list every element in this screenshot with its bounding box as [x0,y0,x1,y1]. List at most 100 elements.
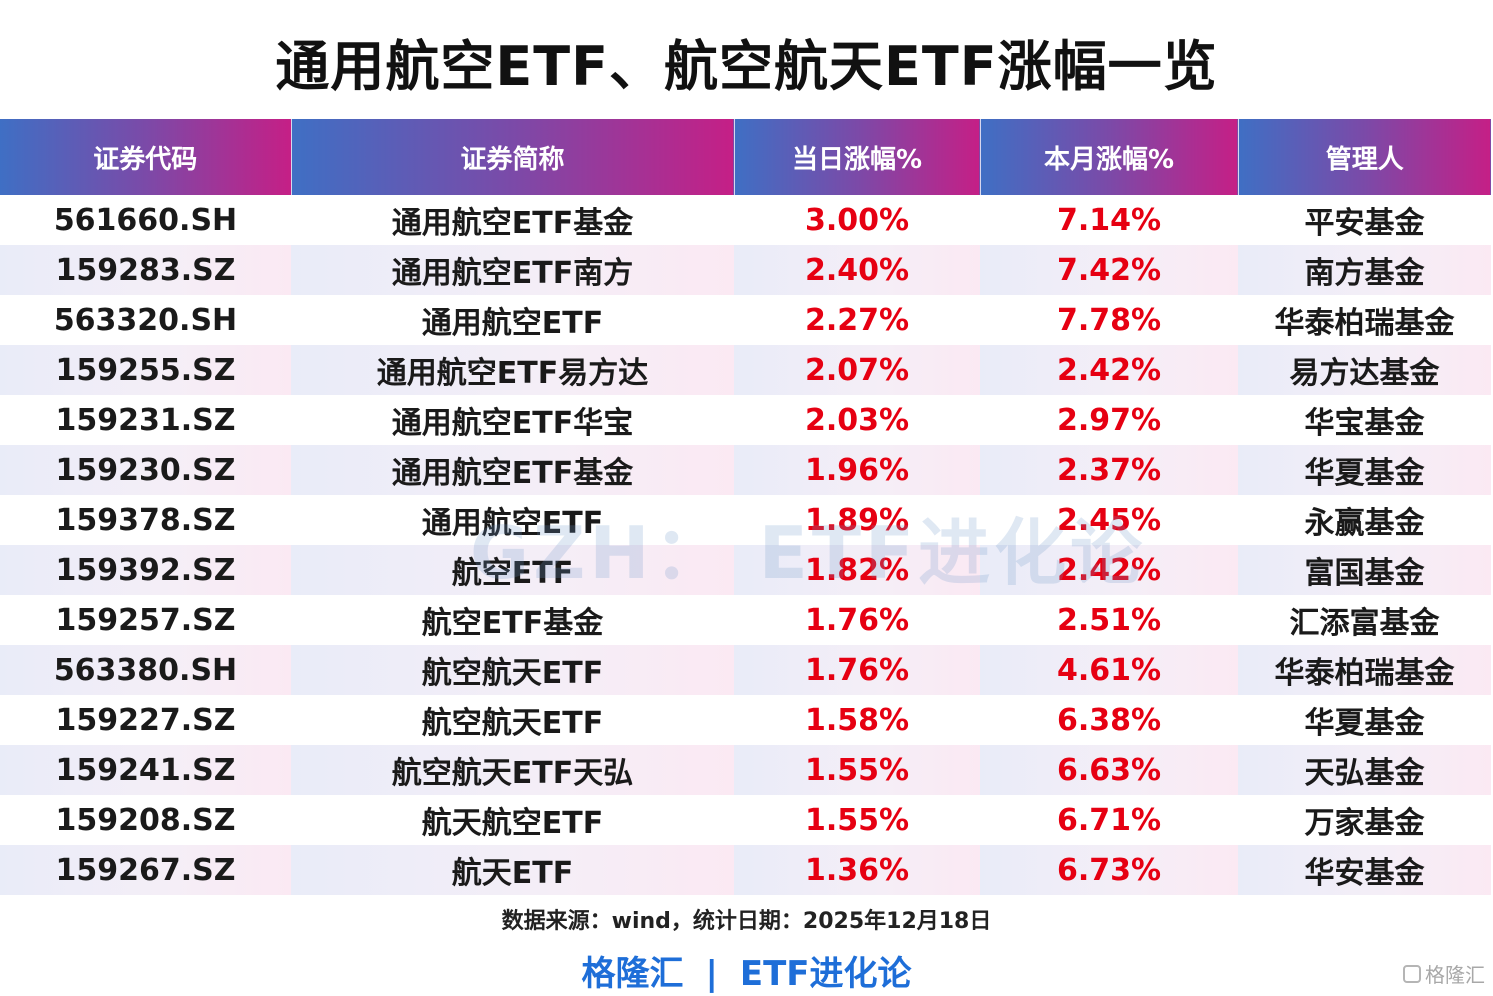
cell-name: 航空ETF基金 [421,606,604,641]
table-row: 159227.SZ 航空航天ETF 1.58% 6.38% 华夏基金 [0,695,1491,745]
cell-code: 159241.SZ [0,745,291,795]
header-code: 证券代码 [0,119,291,195]
cell-manager: 华泰柏瑞基金 [1238,645,1491,695]
cell-day-change: 1.55% [734,745,980,795]
cell-code: 159378.SZ [55,502,236,538]
cell-name: 航空航天ETF天弘 [291,745,734,795]
cell-name: 航天ETF [291,845,734,895]
cell-day-change: 2.03% [804,402,910,438]
cell-manager: 万家基金 [1304,806,1425,841]
cell-month-change: 2.42% [980,545,1238,595]
table-row: 563380.SH 航空航天ETF 1.76% 4.61% 华泰柏瑞基金 [0,645,1491,695]
cell-day-change: 2.40% [734,245,980,295]
cell-month-change: 4.61% [980,645,1238,695]
table-row: 159241.SZ 航空航天ETF天弘 1.55% 6.63% 天弘基金 [0,745,1491,795]
header-manager: 管理人 [1237,119,1491,195]
cell-code: 159230.SZ [0,445,291,495]
cell-manager: 天弘基金 [1238,745,1491,795]
table-row: 159255.SZ 通用航空ETF易方达 2.07% 2.42% 易方达基金 [0,345,1491,395]
cell-manager: 易方达基金 [1238,345,1491,395]
cell-code: 561660.SH [53,202,238,238]
cell-day-change: 1.36% [734,845,980,895]
header-month-change: 本月涨幅% [979,119,1238,195]
cell-month-change: 2.37% [980,445,1238,495]
cell-code: 159208.SZ [55,802,236,838]
cell-manager: 华安基金 [1238,845,1491,895]
data-source-note: 数据来源：wind，统计日期：2025年12月18日 [501,909,992,934]
cell-name: 通用航空ETF基金 [391,206,634,241]
cell-day-change: 1.76% [804,602,910,638]
footer-brand-name: 格隆汇 [581,954,684,994]
cell-month-change: 6.73% [980,845,1238,895]
cell-name: 通用航空ETF [421,506,604,541]
cell-code: 159392.SZ [0,545,291,595]
table-row: 159283.SZ 通用航空ETF南方 2.40% 7.42% 南方基金 [0,245,1491,295]
cell-manager: 永赢基金 [1304,506,1425,541]
logo-icon [1403,964,1421,983]
cell-code: 159255.SZ [0,345,291,395]
cell-month-change: 7.14% [1056,202,1162,238]
cell-day-change: 2.27% [804,302,910,338]
cell-name: 通用航空ETF易方达 [291,345,734,395]
cell-day-change: 2.07% [734,345,980,395]
cell-day-change: 3.00% [804,202,910,238]
table-row: 159267.SZ 航天ETF 1.36% 6.73% 华安基金 [0,845,1491,895]
table-row: 159257.SZ 航空ETF基金 1.76% 2.51% 汇添富基金 [0,595,1491,645]
cell-month-change: 6.71% [1056,802,1162,838]
cell-code: 159227.SZ [55,702,236,738]
cell-name: 航空航天ETF [421,706,604,741]
header-day-change: 当日涨幅% [733,119,980,195]
table-row: 561660.SH 通用航空ETF基金 3.00% 7.14% 平安基金 [0,195,1491,245]
cell-day-change: 1.76% [734,645,980,695]
cell-manager: 华夏基金 [1304,706,1425,741]
cell-day-change: 1.58% [804,702,910,738]
cell-name: 通用航空ETF基金 [291,445,734,495]
cell-month-change: 6.38% [1056,702,1162,738]
cell-day-change: 1.55% [804,802,910,838]
etf-table: 证券代码 证券简称 当日涨幅% 本月涨幅% 管理人 561660.SH 通用航空E… [0,119,1491,895]
cell-month-change: 7.42% [980,245,1238,295]
cell-manager: 富国基金 [1238,545,1491,595]
cell-name: 航空ETF [291,545,734,595]
cell-name: 通用航空ETF华宝 [391,406,634,441]
table-row: 159231.SZ 通用航空ETF华宝 2.03% 2.97% 华宝基金 [0,395,1491,445]
cell-day-change: 1.96% [734,445,980,495]
cell-day-change: 1.89% [804,502,910,538]
cell-month-change: 7.78% [1056,302,1162,338]
cell-manager: 华宝基金 [1304,406,1425,441]
table-row: 563320.SH 通用航空ETF 2.27% 7.78% 华泰柏瑞基金 [0,295,1491,345]
cell-month-change: 6.63% [980,745,1238,795]
table-header-row: 证券代码 证券简称 当日涨幅% 本月涨幅% 管理人 [0,119,1491,195]
cell-code: 159283.SZ [0,245,291,295]
cell-manager: 汇添富基金 [1289,606,1440,641]
cell-code: 159267.SZ [0,845,291,895]
header-name: 证券简称 [290,119,734,195]
cell-day-change: 1.82% [734,545,980,595]
cell-manager: 华夏基金 [1238,445,1491,495]
cell-name: 通用航空ETF [421,306,604,341]
cell-manager: 南方基金 [1238,245,1491,295]
table-row: 159378.SZ 通用航空ETF 1.89% 2.45% 永赢基金 [0,495,1491,545]
cell-month-change: 2.51% [1056,602,1162,638]
page-title: 通用航空ETF、航空航天ETF涨幅一览 [275,35,1218,98]
cell-month-change: 2.42% [980,345,1238,395]
cell-name: 航天航空ETF [421,806,604,841]
cell-code: 563320.SH [53,302,238,338]
footer-brand: 格隆汇 | ETF进化论 [0,946,1493,995]
cell-manager: 平安基金 [1304,206,1425,241]
cell-name: 通用航空ETF南方 [291,245,734,295]
cell-name: 航空航天ETF [291,645,734,695]
cell-code: 159231.SZ [55,402,236,438]
corner-logo-text: 格隆汇 [1425,963,1485,987]
corner-logo: 格隆汇 [1403,959,1485,988]
cell-month-change: 2.97% [1056,402,1162,438]
cell-month-change: 2.45% [1056,502,1162,538]
footer-separator: | [705,954,718,994]
cell-code: 159257.SZ [55,602,236,638]
cell-code: 563380.SH [0,645,291,695]
cell-manager: 华泰柏瑞基金 [1274,306,1455,341]
table-row: 159208.SZ 航天航空ETF 1.55% 6.71% 万家基金 [0,795,1491,845]
table-row: 159392.SZ 航空ETF 1.82% 2.42% 富国基金 [0,545,1491,595]
footer-account: ETF进化论 [739,954,912,994]
table-row: 159230.SZ 通用航空ETF基金 1.96% 2.37% 华夏基金 [0,445,1491,495]
